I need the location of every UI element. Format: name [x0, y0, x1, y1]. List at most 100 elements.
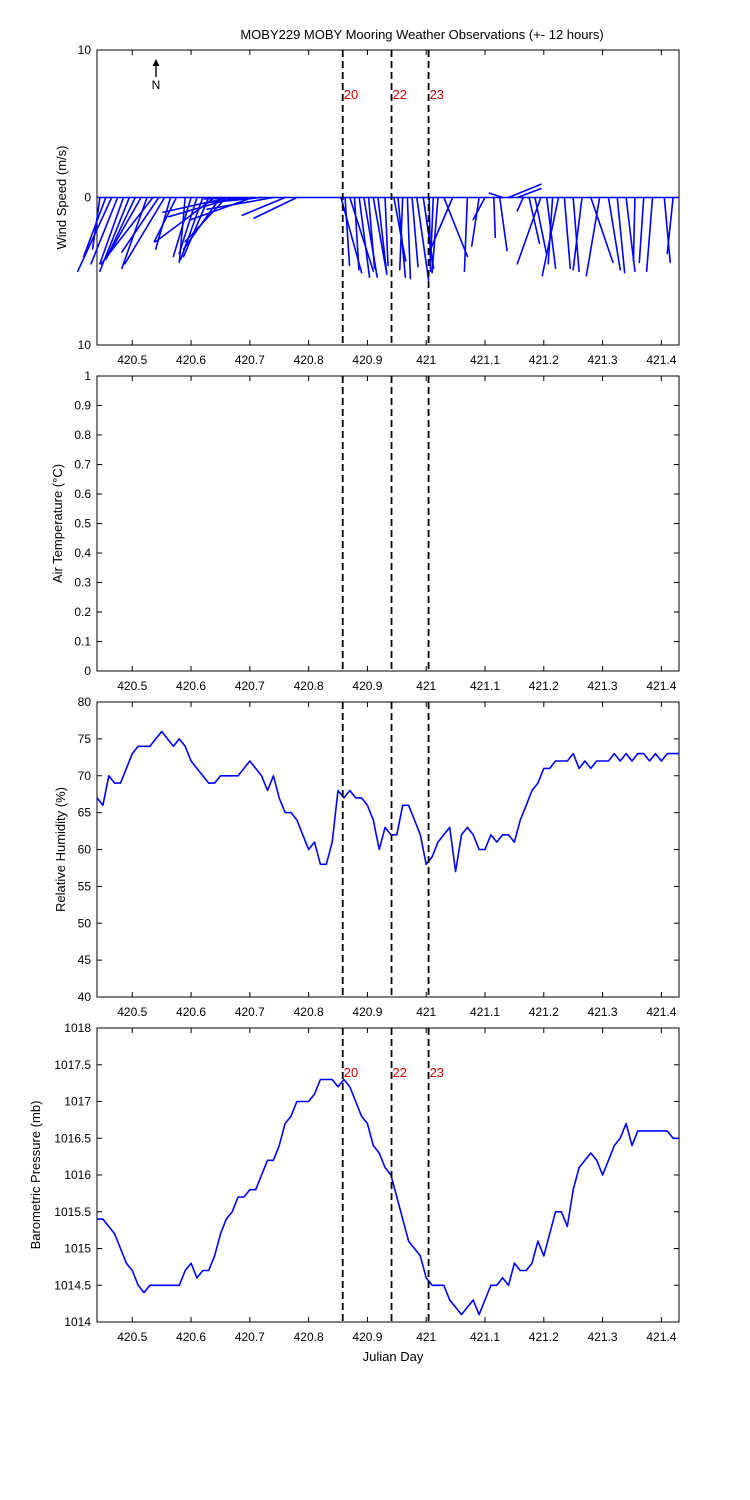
- pressure-panel: 420.5 420.6 420.7 420.8 420.9 421 421.1 421.2 42…: [28, 1021, 680, 1344]
- humidity-ytick-label: 70: [78, 769, 92, 783]
- pressure-xtick-label: 421: [416, 1330, 436, 1344]
- wind-stick: [206, 196, 275, 211]
- humidity-xtick-label: 420.5: [117, 1005, 147, 1019]
- airtemp-frame: [96, 375, 680, 672]
- humidity-series-line: [96, 730, 679, 873]
- wind-stick: [99, 196, 125, 265]
- pressure-ytick-label: 1017.5: [54, 1058, 91, 1072]
- wind-stick: [516, 196, 542, 265]
- wind-stick: [372, 196, 388, 274]
- pressure-ytick-label: 1015: [64, 1242, 91, 1256]
- wind-xtick-label: 420.9: [352, 353, 382, 367]
- wind-xtick-label: 421.2: [529, 353, 559, 367]
- wind-stick: [416, 196, 430, 281]
- pressure-ytick-label: 1016: [64, 1168, 91, 1182]
- humidity-ytick-label: 80: [78, 695, 92, 709]
- wind-stick: [498, 196, 508, 252]
- humidity-frame: [96, 701, 680, 998]
- wind-stick: [253, 196, 298, 219]
- airtemp-xtick-label: 421.1: [470, 679, 500, 693]
- humidity-xtick-label: 421: [416, 1005, 436, 1019]
- airtemp-xtick-label: 421.4: [646, 679, 676, 693]
- wind-stick: [585, 196, 601, 277]
- wind-stick: [528, 196, 541, 245]
- wind-ytick-label: 10: [78, 43, 92, 57]
- north-label: N: [152, 78, 161, 92]
- humidity-xtick-label: 420.8: [294, 1005, 324, 1019]
- wind-stick: [90, 196, 119, 265]
- airtemp-xtick-label: 421.2: [529, 679, 559, 693]
- wind-xtick-label: 420.8: [294, 353, 324, 367]
- wind-stick: [516, 187, 542, 199]
- wind-stick: [541, 196, 560, 277]
- north-arrow-head: [152, 59, 160, 66]
- wind-stick: [182, 196, 210, 258]
- airtemp-y-axis-label: Air Temperature (°C): [50, 464, 65, 583]
- wind-stick: [153, 196, 178, 243]
- wind-stick: [377, 196, 388, 276]
- airtemp-ytick-label: 0.6: [74, 487, 91, 501]
- humidity-xtick-label: 420.7: [235, 1005, 265, 1019]
- humidity-ytick-label: 55: [78, 879, 92, 893]
- humidity-xtick-label: 421.2: [529, 1005, 559, 1019]
- wind-stick: [516, 196, 525, 212]
- wind-xtick-label: 420.5: [117, 353, 147, 367]
- wind-stick: [367, 196, 376, 270]
- wind-stick: [411, 196, 419, 268]
- wind-stick: [384, 196, 389, 267]
- wind-stick: [154, 196, 216, 243]
- wind-stick: [607, 196, 622, 271]
- wind-panel: 420.5 420.6 420.7 420.8 420.9 421 421.1 421.2 42…: [54, 43, 680, 367]
- airtemp-ytick-label: 0.4: [74, 546, 91, 560]
- airtemp-ytick-label: 0.1: [74, 635, 91, 649]
- pressure-ytick-label: 1016.5: [54, 1131, 91, 1145]
- wind-stick: [203, 196, 242, 200]
- airtemp-ytick-label: 0.9: [74, 399, 91, 413]
- humidity-ytick-label: 60: [78, 843, 92, 857]
- pressure-xtick-label: 420.6: [176, 1330, 206, 1344]
- pressure-ytick-label: 1017: [64, 1095, 91, 1109]
- wind-stick: [104, 196, 142, 261]
- wind-stick: [572, 196, 580, 273]
- humidity-xtick-label: 421.3: [588, 1005, 618, 1019]
- wind-stick: [162, 196, 231, 214]
- wind-stick: [590, 196, 614, 264]
- humidity-ytick-label: 50: [78, 916, 92, 930]
- wind-stick: [507, 183, 542, 199]
- wind-xtick-label: 420.6: [176, 353, 206, 367]
- wind-xtick-label: 421.3: [588, 353, 618, 367]
- airtemp-xtick-label: 420.7: [235, 679, 265, 693]
- airtemp-xtick-label: 420.9: [352, 679, 382, 693]
- humidity-xtick-label: 420.9: [352, 1005, 382, 1019]
- wind-stick: [215, 196, 263, 203]
- airtemp-ytick-label: 0.7: [74, 458, 91, 472]
- wind-stick: [348, 196, 375, 273]
- wind-stick: [472, 196, 486, 221]
- pressure-event-label: 22: [393, 1065, 407, 1080]
- wind-stick: [82, 196, 107, 258]
- airtemp-xtick-label: 420.5: [117, 679, 147, 693]
- humidity-ytick-label: 40: [78, 990, 92, 1004]
- wind-xtick-label: 421.4: [646, 353, 676, 367]
- wind-event-label: 22: [393, 87, 407, 102]
- pressure-series-line: [97, 1078, 679, 1316]
- wind-stick: [406, 196, 412, 280]
- pressure-xtick-label: 421.1: [470, 1330, 500, 1344]
- wind-stick: [358, 196, 371, 278]
- wind-stick: [393, 196, 407, 262]
- wind-stick: [493, 196, 497, 239]
- humidity-xtick-label: 421.4: [646, 1005, 676, 1019]
- airtemp-ytick-label: 0.3: [74, 576, 91, 590]
- wind-stick: [100, 196, 154, 265]
- airtemp-xtick-label: 420.6: [176, 679, 206, 693]
- wind-stick: [488, 192, 504, 199]
- pressure-xtick-label: 420.5: [117, 1330, 147, 1344]
- humidity-y-axis-label: Relative Humidity (%): [53, 787, 68, 912]
- pressure-ytick-label: 1014.5: [54, 1278, 91, 1292]
- wind-stick: [76, 196, 113, 273]
- wind-stick: [190, 196, 254, 221]
- wind-ytick-label: 0: [84, 191, 91, 205]
- wind-stick: [121, 196, 160, 253]
- pressure-xtick-label: 420.8: [294, 1330, 324, 1344]
